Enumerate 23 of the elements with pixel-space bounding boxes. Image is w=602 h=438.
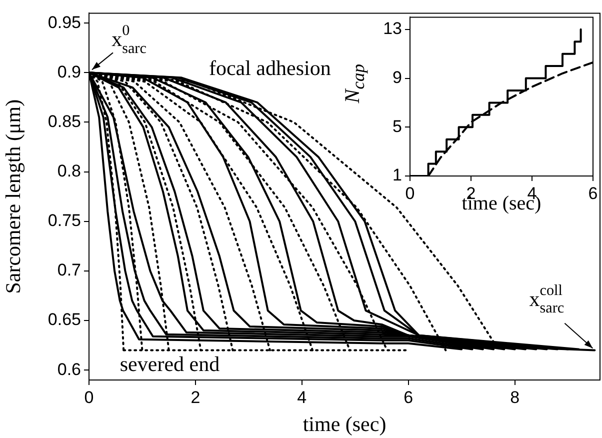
x-tick-label: 2 (190, 388, 200, 407)
x-tick-label: 0 (405, 184, 415, 203)
annotation: severed end (120, 352, 220, 376)
y-tick-label: 0.9 (57, 62, 81, 82)
y-tick-label: 0.8 (57, 162, 81, 181)
y-tick-label: 9 (392, 68, 402, 87)
x-tick-label: 8 (510, 388, 520, 407)
x-tick-label: 0 (84, 388, 94, 407)
y-tick-label: 5 (392, 116, 402, 136)
y-tick-label: 0.65 (48, 310, 81, 330)
y-tick-label: 0.6 (57, 360, 81, 379)
x-tick-label: 6 (588, 184, 598, 203)
y-tick-label: 13 (383, 19, 402, 38)
x-tick-label: 4 (297, 388, 307, 407)
annotation: focal adhesion (208, 56, 332, 80)
y-tick-label: 1 (392, 166, 402, 185)
y-tick-label: 0.75 (48, 211, 81, 230)
x-axis-title: time (sec) (302, 412, 386, 436)
x-tick-label: 6 (404, 388, 414, 407)
y-tick-label: 0.95 (48, 12, 81, 32)
y-axis-title: Sarcomere length (μm) (1, 99, 26, 294)
y-tick-label: 0.85 (48, 112, 81, 131)
y-tick-label: 0.7 (57, 260, 81, 280)
